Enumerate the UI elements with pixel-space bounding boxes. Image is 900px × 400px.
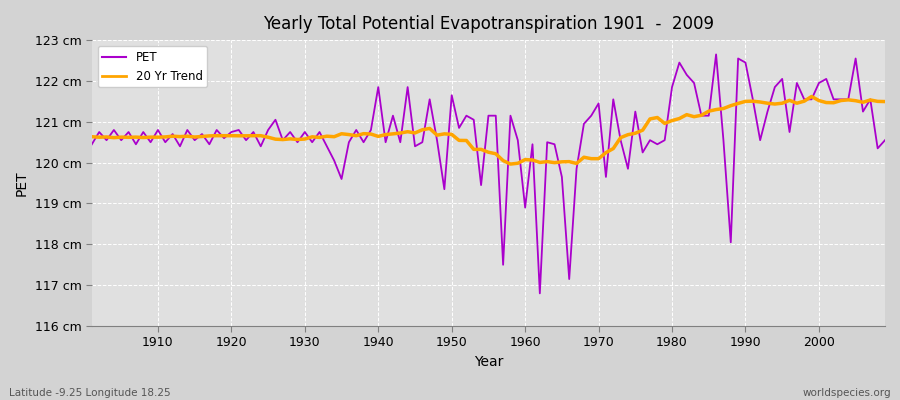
Line: 20 Yr Trend: 20 Yr Trend [92, 96, 885, 164]
20 Yr Trend [505, 162, 516, 166]
20 Yr Trend [879, 99, 890, 104]
Text: worldspecies.org: worldspecies.org [803, 388, 891, 398]
PET [351, 128, 362, 132]
20 Yr Trend [806, 94, 817, 99]
20 Yr Trend [519, 157, 530, 162]
PET [519, 205, 530, 210]
X-axis label: Year: Year [473, 355, 503, 369]
20 Yr Trend [616, 135, 626, 140]
PET [711, 52, 722, 57]
20 Yr Trend [145, 135, 156, 140]
Title: Yearly Total Potential Evapotranspiration 1901  -  2009: Yearly Total Potential Evapotranspiratio… [263, 15, 714, 33]
PET [879, 138, 890, 142]
PET [535, 291, 545, 296]
PET [512, 138, 523, 142]
Text: Latitude -9.25 Longitude 18.25: Latitude -9.25 Longitude 18.25 [9, 388, 171, 398]
20 Yr Trend [351, 133, 362, 138]
20 Yr Trend [527, 158, 538, 162]
PET [616, 138, 626, 142]
PET [145, 140, 156, 145]
Legend: PET, 20 Yr Trend: PET, 20 Yr Trend [98, 46, 207, 87]
20 Yr Trend [307, 134, 318, 139]
20 Yr Trend [86, 134, 97, 139]
Line: PET: PET [92, 54, 885, 293]
Y-axis label: PET: PET [15, 170, 29, 196]
PET [86, 142, 97, 147]
PET [307, 140, 318, 145]
